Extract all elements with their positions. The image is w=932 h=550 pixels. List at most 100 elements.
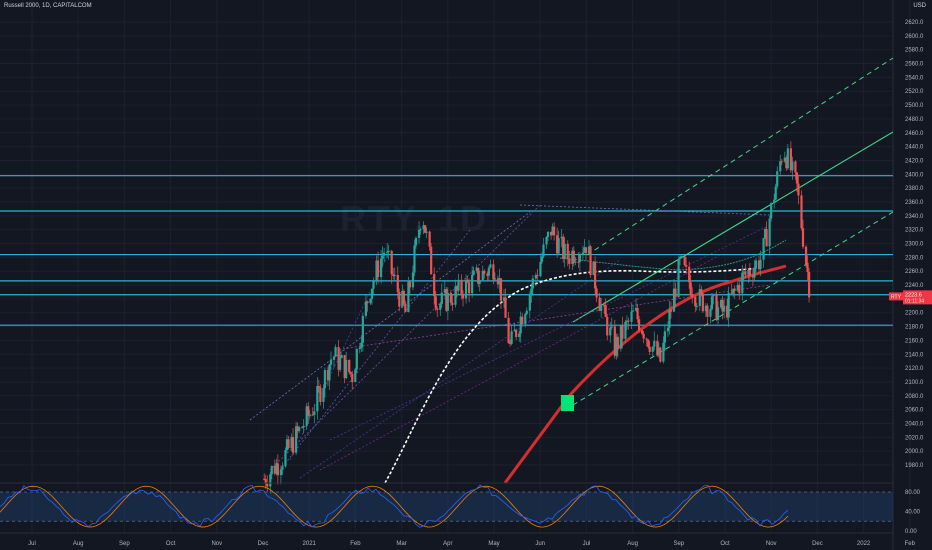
time-axis-tick: Jun	[535, 541, 545, 547]
candle-body	[510, 331, 513, 344]
candle-body	[615, 336, 618, 356]
candle-body	[776, 171, 779, 187]
candle-body	[354, 369, 357, 383]
candle-body	[328, 364, 331, 381]
trend-line[interactable]	[334, 284, 771, 351]
candle-body	[487, 267, 490, 276]
candle-body	[423, 225, 427, 233]
candle-body	[721, 300, 724, 312]
price-axis-tick: 2480.0	[905, 117, 924, 123]
candle-body	[326, 370, 330, 381]
time-axis-tick: Apr	[443, 541, 452, 547]
candle-body	[641, 330, 644, 334]
candle-body	[584, 247, 588, 254]
price-axis-tick: 2360.0	[905, 200, 924, 206]
candle-body	[795, 172, 799, 184]
time-axis-tick: Nov	[766, 541, 777, 547]
candle-body	[719, 300, 723, 308]
candle-body	[609, 327, 612, 336]
candle-body	[276, 463, 279, 476]
candle-body	[392, 274, 395, 276]
trend-line[interactable]	[299, 259, 621, 479]
candle-body	[539, 261, 542, 277]
candle-body	[616, 336, 619, 349]
candle-body	[794, 161, 797, 173]
candle-body	[475, 267, 478, 271]
candle-body	[468, 282, 471, 294]
time-axis-tick: Feb	[905, 541, 916, 547]
candle-body	[748, 269, 751, 276]
trend-line[interactable]	[269, 204, 541, 471]
candle-body	[598, 297, 601, 311]
trend-line[interactable]	[279, 229, 471, 471]
candle-body	[560, 236, 563, 239]
symbol-tag	[889, 292, 903, 301]
last-price-countdown: 01:11:34	[905, 298, 924, 304]
oscillator-axis-tick: 40.00	[905, 510, 921, 516]
candle-body	[556, 235, 559, 254]
channel-midline[interactable]	[572, 131, 894, 323]
price-axis-tick: 2560.0	[905, 62, 924, 68]
candle-body	[704, 305, 707, 312]
candle-body	[408, 281, 412, 288]
candle-body	[566, 243, 569, 259]
candle-body	[732, 288, 735, 294]
candle-body	[636, 308, 639, 320]
candle-body	[489, 264, 492, 268]
channel-upper-line[interactable]	[586, 57, 894, 256]
time-axis-tick: Mar	[396, 541, 406, 547]
price-axis-tick: 2260.0	[905, 269, 924, 275]
candle-body	[631, 310, 635, 312]
price-axis-tick: 2620.0	[905, 20, 924, 26]
oscillator-axis-tick: 80.00	[905, 490, 921, 496]
candle-body	[298, 427, 301, 432]
candle-body	[744, 271, 747, 275]
price-axis-tick: 2080.0	[905, 394, 924, 400]
candle-body	[285, 439, 289, 451]
time-axis-tick: Aug	[73, 541, 84, 547]
price-axis-tick: 2120.0	[905, 366, 924, 372]
candle-body	[645, 338, 648, 340]
candle-body	[493, 278, 497, 280]
candle-body	[786, 148, 789, 169]
candle-body	[508, 343, 512, 345]
symbol-name-watermark: Russell 2000	[430, 248, 506, 263]
candle-body	[789, 148, 792, 171]
candle-body	[662, 342, 665, 362]
candle-body	[291, 437, 295, 453]
candle-body	[449, 292, 452, 303]
time-axis-tick: 2021	[303, 541, 317, 547]
candle-body	[345, 359, 348, 379]
candle-body	[553, 226, 556, 236]
candle-body	[270, 466, 273, 475]
time-axis-tick: Dec	[258, 541, 269, 547]
candle-body	[366, 301, 369, 304]
candle-body	[715, 294, 718, 320]
candle-body	[281, 466, 284, 470]
trend-line[interactable]	[519, 204, 771, 216]
candle-body	[521, 316, 524, 325]
candle-body	[689, 282, 692, 296]
candle-body	[785, 157, 788, 169]
candle-body	[398, 291, 401, 307]
candle-body	[290, 437, 293, 449]
candle-body	[425, 231, 428, 233]
candle-body	[709, 309, 712, 317]
entry-marker[interactable]	[561, 395, 574, 411]
last-price-value: 2223.6	[905, 292, 922, 298]
currency-label: USD	[913, 3, 926, 9]
candle-body	[492, 264, 495, 280]
candle-body	[446, 292, 449, 311]
candle-body	[578, 254, 582, 262]
candle-body	[587, 246, 591, 254]
chart-title: Russell 2000, 1D, CAPITALCOM	[4, 3, 92, 9]
candle-body	[593, 261, 597, 289]
candle-body	[710, 296, 714, 310]
candle-body	[313, 411, 316, 415]
trend-line[interactable]	[329, 224, 771, 441]
time-axis-tick: Oct	[166, 541, 176, 547]
candle-body	[355, 349, 358, 370]
candle-body	[443, 289, 446, 293]
